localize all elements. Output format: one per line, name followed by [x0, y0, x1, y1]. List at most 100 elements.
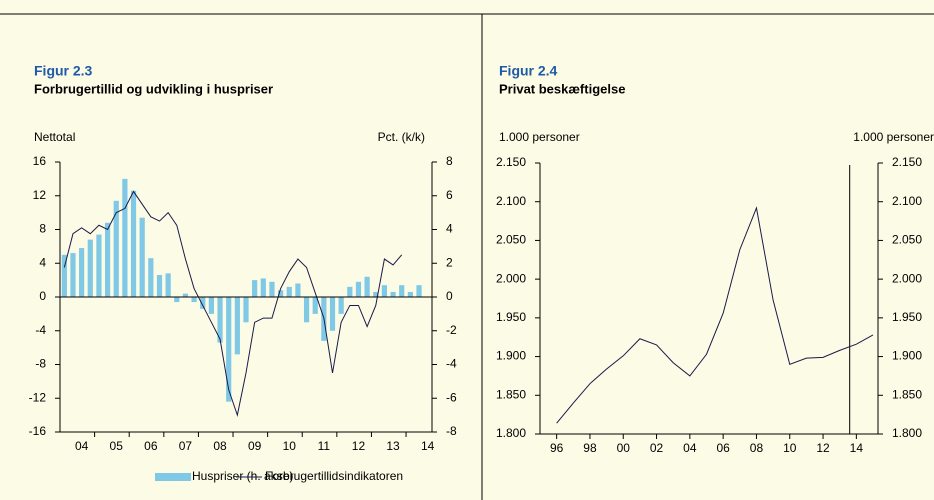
- x-tick-label: 09: [248, 439, 262, 453]
- bar: [139, 217, 145, 297]
- y2-tick-label: 0: [446, 289, 453, 303]
- bar: [87, 239, 93, 297]
- bar: [278, 290, 284, 297]
- y-axis-label: 1.000 personer: [499, 130, 580, 144]
- bar: [355, 281, 362, 297]
- y2-tick-label: 2.050: [892, 233, 922, 247]
- bar: [226, 297, 232, 402]
- legend-swatch: [155, 473, 191, 481]
- bar: [96, 234, 102, 297]
- y-tick-label: 0: [39, 289, 46, 303]
- y2-axis-label: Pct. (k/k): [378, 130, 425, 144]
- legend-label: Huspriser (h. akse): [192, 469, 293, 483]
- x-tick-label: 07: [179, 439, 193, 453]
- y-axis-label: Nettotal: [34, 130, 75, 144]
- y-tick-label: -16: [29, 424, 47, 438]
- bar: [61, 254, 67, 297]
- bar: [381, 285, 388, 297]
- legend-label: Forbrugertillidsindikatoren: [265, 469, 403, 483]
- x-tick-label: 14: [421, 439, 435, 453]
- bar: [286, 286, 292, 297]
- bar: [416, 285, 422, 297]
- bar: [312, 297, 318, 314]
- y2-tick-label: 4: [446, 222, 453, 236]
- x-tick-label: 05: [110, 439, 124, 453]
- y2-axis-label: 1.000 personer: [853, 130, 934, 144]
- chart-title: Figur 2.3: [34, 63, 93, 79]
- bar: [243, 297, 249, 323]
- x-tick-label: 08: [213, 439, 227, 453]
- bar: [260, 278, 266, 297]
- x-tick-label: 06: [144, 439, 158, 453]
- y-tick-label: 1.800: [496, 426, 526, 440]
- chart-subtitle: Privat beskæftigelse: [499, 81, 625, 96]
- bar: [174, 297, 180, 303]
- y-tick-label: 8: [39, 222, 46, 236]
- x-tick-label: 12: [352, 439, 366, 453]
- bar: [217, 297, 223, 343]
- chart-title: Figur 2.4: [499, 63, 558, 79]
- bar: [399, 285, 405, 297]
- x-tick-label: 02: [650, 441, 664, 455]
- x-tick-label: 08: [750, 441, 764, 455]
- y2-tick-label: 2.100: [892, 194, 922, 208]
- y-tick-label: 1.900: [496, 349, 526, 363]
- x-tick-label: 96: [550, 441, 564, 455]
- x-tick-label: 10: [283, 439, 297, 453]
- bar: [208, 297, 214, 314]
- x-tick-label: 98: [583, 441, 597, 455]
- bar: [148, 258, 154, 297]
- x-tick-label: 00: [617, 441, 631, 455]
- y2-tick-label: 2.150: [892, 155, 922, 169]
- y-tick-label: 12: [33, 188, 47, 202]
- y-tick-label: 4: [39, 255, 46, 269]
- bar: [182, 293, 189, 297]
- y-tick-label: 2.000: [496, 271, 526, 285]
- y-tick-label: 2.050: [496, 233, 526, 247]
- y-tick-label: 1.950: [496, 310, 526, 324]
- y2-tick-label: -2: [446, 323, 457, 337]
- y-tick-label: -4: [35, 323, 46, 337]
- bar: [303, 297, 310, 323]
- y-tick-label: -12: [29, 390, 47, 404]
- y-tick-label: 1.850: [496, 387, 526, 401]
- bar: [329, 297, 336, 331]
- bar: [252, 280, 258, 297]
- chart-subtitle: Forbrugertillid og udvikling i huspriser: [34, 81, 273, 96]
- x-tick-label: 04: [75, 439, 89, 453]
- bar: [390, 291, 396, 297]
- x-tick-label: 13: [386, 439, 400, 453]
- bar: [295, 283, 301, 297]
- y2-tick-label: -6: [446, 390, 457, 404]
- bar: [373, 291, 379, 297]
- y2-tick-label: 2.000: [892, 271, 922, 285]
- y2-tick-label: 2: [446, 255, 453, 269]
- x-tick-label: 04: [683, 441, 697, 455]
- y-tick-label: 2.150: [496, 155, 526, 169]
- y2-tick-label: -8: [446, 424, 457, 438]
- bar: [407, 291, 413, 297]
- y2-tick-label: 1.900: [892, 349, 922, 363]
- x-tick-label: 14: [850, 441, 864, 455]
- x-tick-label: 11: [318, 439, 331, 453]
- bar: [130, 190, 137, 297]
- bar: [234, 297, 240, 355]
- x-tick-label: 12: [816, 441, 830, 455]
- y-tick-label: -8: [35, 357, 46, 371]
- y-tick-label: 2.100: [496, 194, 526, 208]
- bar: [79, 248, 85, 297]
- bar: [191, 297, 197, 303]
- y2-tick-label: 6: [446, 188, 453, 202]
- y2-tick-label: 1.950: [892, 310, 922, 324]
- bar: [165, 273, 171, 297]
- bar: [338, 297, 344, 314]
- bar: [113, 200, 119, 297]
- bar: [200, 297, 206, 309]
- y2-tick-label: 1.800: [892, 426, 922, 440]
- x-tick-label: 06: [716, 441, 730, 455]
- bar: [104, 222, 111, 297]
- bar: [122, 178, 128, 297]
- bar: [156, 275, 163, 297]
- bar: [364, 276, 370, 297]
